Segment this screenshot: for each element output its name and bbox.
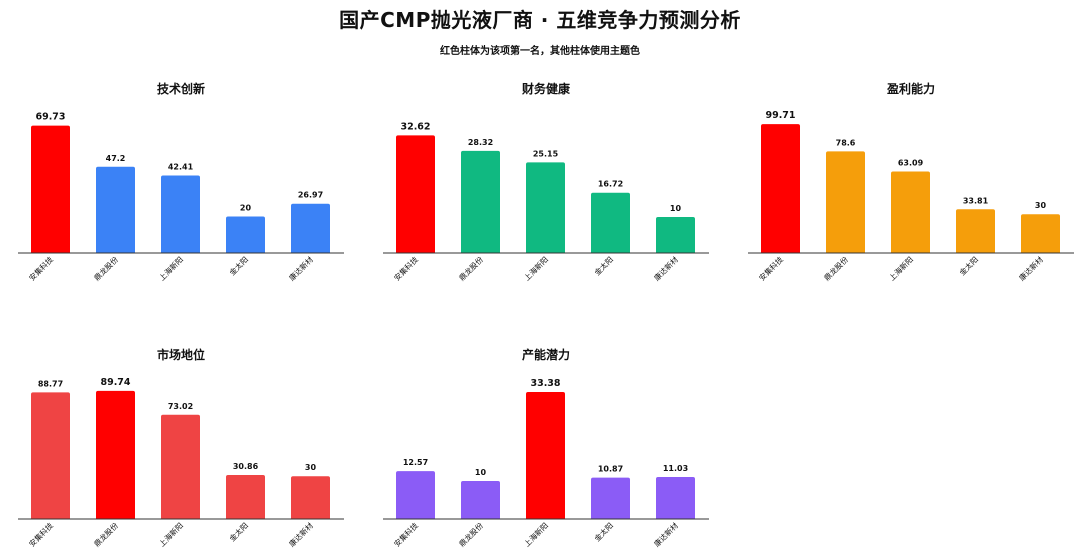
x-tick-label: 安集科技	[392, 254, 421, 283]
bar-3	[161, 414, 200, 519]
value-label: 32.62	[400, 121, 430, 132]
chart-title: 财务健康	[521, 81, 571, 96]
chart-title: 技术创新	[157, 81, 205, 96]
chart-title: 盈利能力	[886, 81, 935, 96]
x-tick-label: 上海新阳	[887, 254, 915, 282]
x-tick-label: 金太阳	[592, 254, 615, 277]
value-label: 30	[1035, 201, 1047, 210]
bar-5	[1021, 214, 1060, 253]
x-tick-label: 金太阳	[227, 520, 250, 543]
chart-panel-1: 技术创新 69.73 安集科技 47.2 鼎龙股份 42.41 上海新阳 20 金太阳 26.97…	[18, 81, 344, 283]
bar-1	[31, 125, 70, 253]
value-label: 33.38	[530, 378, 560, 389]
chart-panel-3: 盈利能力 99.71 安集科技 78.6 鼎龙股份 63.09 上海新阳 33.81 金太阳 30…	[748, 81, 1074, 283]
x-tick-label: 鼎龙股份	[457, 254, 486, 283]
value-label: 30	[305, 463, 317, 472]
chart-panel-2: 财务健康 32.62 安集科技 28.32 鼎龙股份 25.15 上海新阳 16.72 金太阳 1…	[383, 81, 709, 283]
page-title: 国产CMP抛光液厂商 · 五维竞争力预测分析	[339, 8, 741, 32]
value-label: 10.87	[598, 465, 623, 474]
value-label: 25.15	[533, 149, 559, 158]
value-label: 26.97	[298, 191, 323, 200]
value-label: 42.41	[168, 163, 194, 172]
bar-4	[956, 209, 995, 253]
bar-3	[161, 175, 200, 253]
x-tick-label: 安集科技	[27, 520, 56, 549]
x-tick-label: 康达新材	[287, 254, 316, 283]
x-tick-label: 金太阳	[227, 254, 250, 277]
value-label: 20	[240, 203, 252, 212]
bar-4	[226, 474, 265, 519]
value-label: 78.6	[836, 138, 856, 147]
value-label: 69.73	[35, 112, 65, 123]
x-tick-label: 安集科技	[27, 254, 56, 283]
x-tick-label: 上海新阳	[157, 254, 185, 282]
value-label: 11.03	[663, 464, 688, 473]
value-label: 10	[670, 204, 682, 213]
bar-5	[291, 476, 330, 519]
bar-4	[591, 192, 630, 253]
bar-1	[396, 135, 435, 253]
x-tick-label: 金太阳	[957, 254, 980, 277]
bar-4	[591, 477, 630, 519]
value-label: 16.72	[598, 180, 623, 189]
value-label: 28.32	[468, 138, 493, 147]
x-tick-label: 上海新阳	[522, 520, 550, 548]
bar-4	[226, 216, 265, 253]
bar-5	[291, 203, 330, 253]
x-tick-label: 金太阳	[592, 520, 615, 543]
x-tick-label: 安集科技	[757, 254, 786, 283]
value-label: 63.09	[898, 158, 924, 167]
bar-3	[526, 391, 565, 519]
bar-2	[96, 166, 135, 253]
bar-5	[656, 477, 695, 519]
x-tick-label: 安集科技	[392, 520, 421, 549]
chart-panel-4: 市场地位 88.77 安集科技 89.74 鼎龙股份 73.02 上海新阳 30.86 金太阳 3…	[18, 347, 344, 549]
bar-1	[31, 392, 70, 519]
x-tick-label: 上海新阳	[522, 254, 550, 282]
value-label: 89.74	[100, 377, 130, 388]
x-tick-label: 鼎龙股份	[822, 254, 851, 283]
bar-2	[826, 151, 865, 253]
x-tick-label: 康达新材	[652, 520, 681, 549]
bar-2	[96, 390, 135, 519]
x-tick-label: 鼎龙股份	[92, 520, 121, 549]
value-label: 12.57	[403, 458, 428, 467]
value-label: 33.81	[963, 196, 989, 205]
chart-panel-5: 产能潜力 12.57 安集科技 10 鼎龙股份 33.38 上海新阳 10.87 金太阳 11.0…	[383, 347, 709, 549]
bar-1	[761, 124, 800, 253]
value-label: 30.86	[233, 462, 259, 471]
bar-3	[526, 162, 565, 253]
bar-1	[396, 471, 435, 519]
x-tick-label: 上海新阳	[157, 520, 185, 548]
bar-2	[461, 480, 500, 519]
chart-title: 产能潜力	[522, 347, 570, 362]
value-label: 88.77	[38, 379, 63, 388]
page-subtitle: 红色柱体为该项第一名，其他柱体使用主题色	[440, 46, 640, 57]
x-tick-label: 康达新材	[652, 254, 681, 283]
bar-5	[656, 216, 695, 253]
x-tick-label: 康达新材	[287, 520, 316, 549]
x-tick-label: 康达新材	[1017, 254, 1046, 283]
value-label: 47.2	[106, 154, 126, 163]
bar-3	[891, 171, 930, 253]
value-label: 10	[475, 468, 487, 477]
value-label: 73.02	[168, 402, 193, 411]
value-label: 99.71	[765, 110, 795, 121]
x-tick-label: 鼎龙股份	[92, 254, 121, 283]
chart-title: 市场地位	[157, 347, 205, 362]
bar-2	[461, 150, 500, 253]
x-tick-label: 鼎龙股份	[457, 520, 486, 549]
